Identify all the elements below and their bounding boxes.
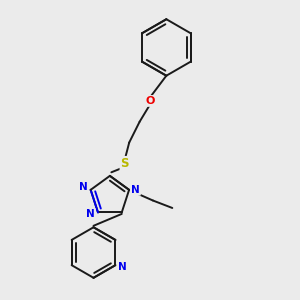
Text: N: N (131, 185, 140, 195)
Text: O: O (145, 96, 155, 106)
Text: N: N (86, 209, 95, 219)
Text: S: S (121, 157, 129, 170)
Text: N: N (118, 262, 126, 272)
Text: N: N (79, 182, 88, 192)
